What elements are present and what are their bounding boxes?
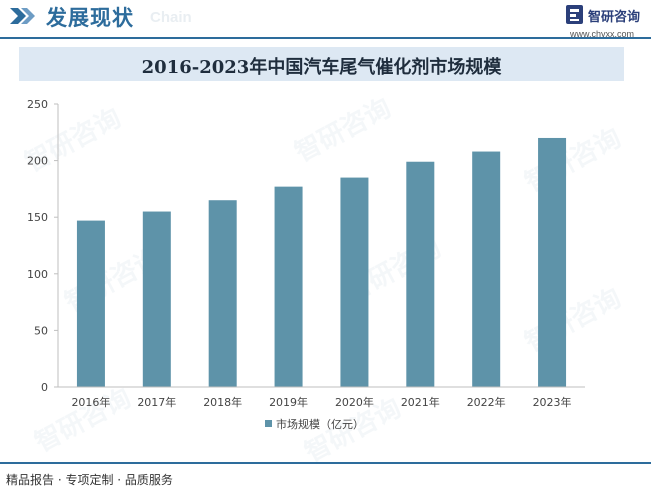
x-tick-label: 2019年 [269, 395, 308, 409]
footer-divider [0, 462, 651, 464]
header: 发展现状 Chain 智研咨询 www.chyxx.com [0, 0, 651, 39]
brand-name: 智研咨询 [588, 10, 641, 25]
bar [406, 161, 435, 387]
x-tick-label: 2020年 [335, 395, 374, 409]
footer-tagline: 精品报告 · 专项定制 · 品质服务 [6, 473, 173, 487]
bar [538, 137, 567, 387]
bar [208, 200, 237, 387]
legend: 市场规模（亿元） [265, 417, 364, 431]
y-tick-label: 50 [34, 324, 48, 337]
x-tick-label: 2016年 [71, 395, 110, 409]
legend-swatch [265, 420, 272, 427]
x-tick-label: 2018年 [203, 395, 242, 409]
chart-title-band: 2016-2023年中国汽车尾气催化剂市场规模 [19, 47, 624, 81]
bar [274, 186, 303, 387]
bar [340, 177, 369, 387]
x-axis: 2016年 2017年 2018年 2019年 2020年 2021年 2022年 2023年 [58, 386, 585, 409]
brand-logo: 智研咨询 www.chyxx.com [566, 4, 646, 39]
bar-series [76, 137, 567, 387]
bar [472, 151, 501, 387]
y-tick-label: 150 [27, 211, 48, 224]
section-subtitle: Chain [150, 9, 192, 26]
footer: 精品报告 · 专项定制 · 品质服务 [0, 462, 651, 490]
header-divider [0, 37, 651, 39]
x-tick-label: 2021年 [401, 395, 440, 409]
bar [142, 211, 171, 387]
bar [76, 220, 105, 387]
section-title: 发展现状 [46, 6, 134, 30]
y-tick-label: 200 [27, 155, 48, 168]
x-tick-label: 2023年 [533, 395, 572, 409]
y-tick-label: 100 [27, 268, 48, 281]
bar-chart: 0 50 100 150 200 250 2016年 2017年 2018年 2019年 2020… [27, 98, 585, 431]
brand-url: www.chyxx.com [570, 29, 635, 39]
x-tick-label: 2017年 [137, 395, 176, 409]
y-tick-label: 0 [41, 381, 48, 394]
double-chevron-icon [10, 8, 35, 24]
x-tick-label: 2022年 [467, 395, 506, 409]
chart-title: 2016-2023年中国汽车尾气催化剂市场规模 [141, 57, 502, 78]
y-axis: 0 50 100 150 200 250 [27, 98, 59, 394]
brand-logo-icon [566, 5, 583, 24]
y-tick-label: 250 [27, 98, 48, 111]
legend-label: 市场规模（亿元） [276, 417, 364, 431]
